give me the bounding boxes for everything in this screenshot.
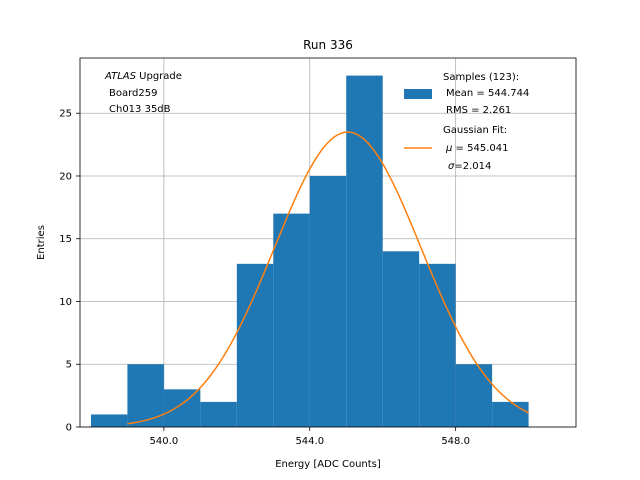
y-tick-label: 10	[59, 297, 72, 308]
histogram-bar	[163, 389, 201, 427]
x-tick-label: 548.0	[441, 436, 470, 447]
y-tick-label: 20	[59, 171, 72, 182]
x-axis-label: Energy [ADC Counts]	[275, 459, 381, 470]
annotation-line-2: Board259	[109, 88, 157, 99]
gaussian-fit-curve	[127, 131, 529, 425]
legend-samples-rms: RMS = 2.261	[446, 105, 511, 116]
annotation-line-1: ATLAS Upgrade	[104, 71, 182, 82]
histogram-bar	[346, 75, 383, 428]
legend-fit-sigma: σ=2.014	[448, 161, 491, 172]
legend-sigma-symbol: σ	[448, 161, 455, 172]
plot-frame	[79, 57, 577, 428]
y-tick-label: 15	[59, 234, 72, 245]
x-tick-label: 540.0	[150, 436, 179, 447]
atlas-annotation: ATLAS Upgrade Board259 Ch013 35dB	[104, 71, 182, 115]
legend: Samples (123): Mean = 544.744 RMS = 2.26…	[404, 72, 529, 172]
legend-mu-symbol: μ	[445, 143, 452, 154]
histogram-bar	[455, 364, 493, 427]
annotation-line-3: Ch013 35dB	[109, 104, 171, 115]
histogram-bars	[90, 75, 529, 428]
histogram-bar	[200, 401, 237, 427]
histogram-bar	[309, 175, 347, 427]
y-tick-label: 5	[66, 360, 72, 371]
y-axis-ticks: 0 5 10 15 20 25	[59, 109, 80, 434]
annotation-upgrade: Upgrade	[136, 71, 182, 82]
y-tick-label: 0	[66, 423, 72, 434]
histogram-bar	[90, 414, 128, 427]
y-tick-label: 25	[59, 109, 72, 120]
histogram-bar	[492, 401, 529, 427]
x-tick-label: 544.0	[295, 436, 324, 447]
histogram-bar	[419, 263, 456, 427]
histogram-bar	[273, 213, 310, 427]
x-axis-ticks: 540.0 544.0 548.0	[150, 427, 470, 447]
annotation-atlas: ATLAS	[104, 71, 137, 82]
legend-samples-title: Samples (123):	[443, 72, 519, 83]
chart-title: Run 336	[303, 38, 353, 52]
histogram-bar	[382, 251, 420, 427]
histogram-bar	[127, 364, 164, 427]
legend-samples-mean: Mean = 544.744	[446, 88, 529, 99]
legend-sigma-value: =2.014	[454, 161, 491, 172]
histogram-bar	[236, 263, 274, 427]
legend-mu-value: = 545.041	[452, 143, 508, 154]
legend-samples-patch	[404, 89, 432, 99]
legend-fit-title: Gaussian Fit:	[443, 125, 507, 136]
y-axis-label: Entries	[36, 225, 47, 260]
legend-fit-mu: μ = 545.041	[445, 143, 508, 154]
